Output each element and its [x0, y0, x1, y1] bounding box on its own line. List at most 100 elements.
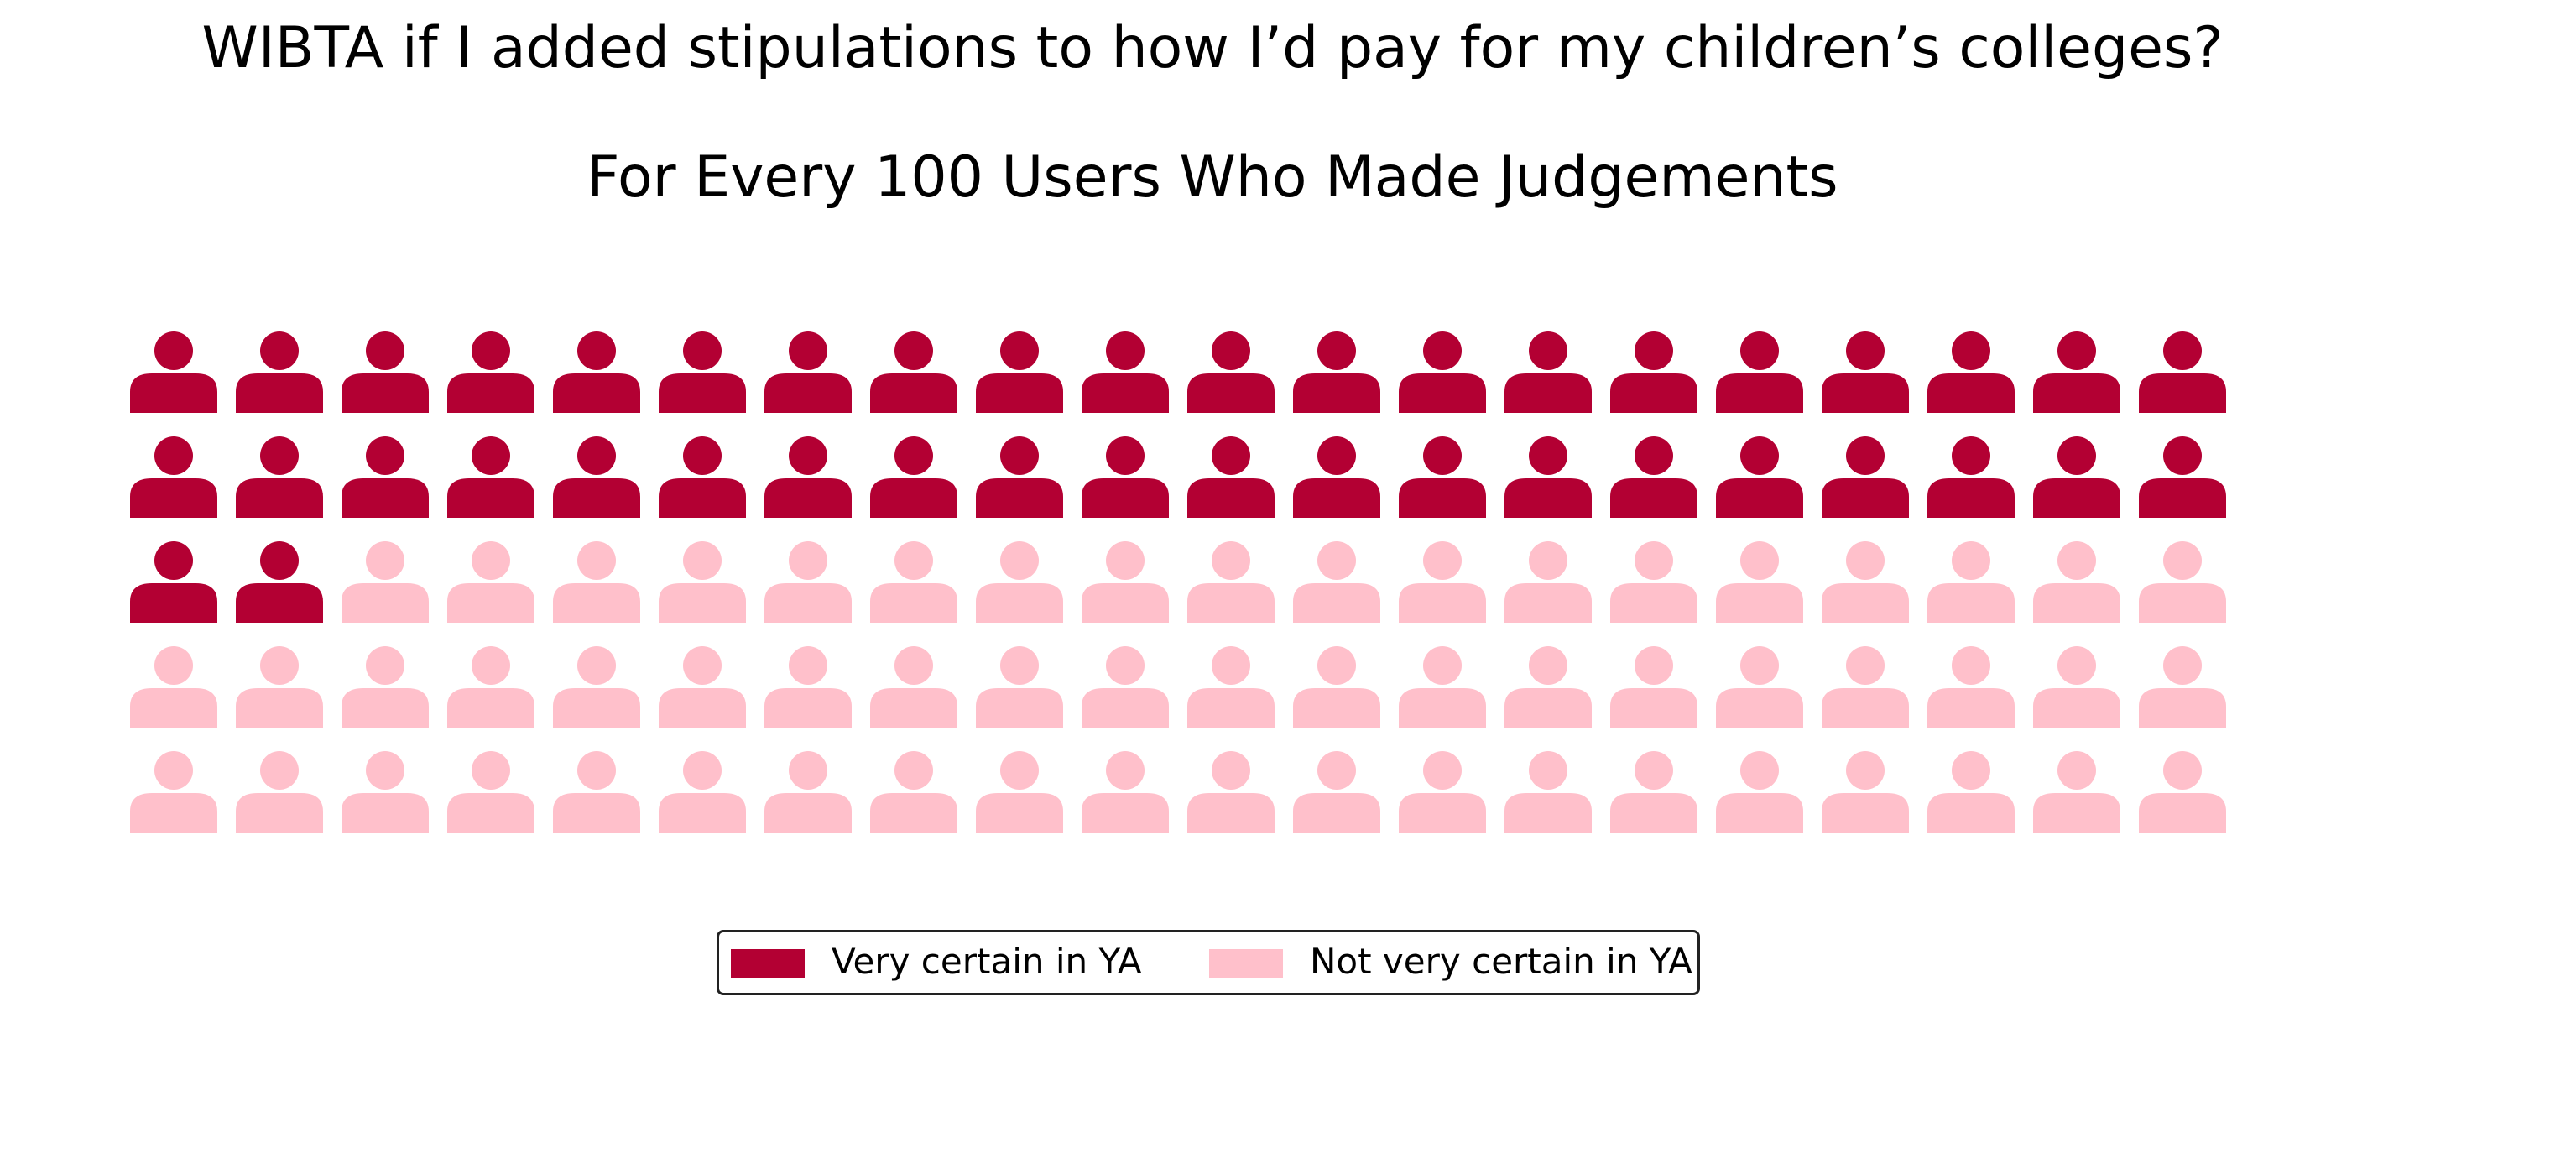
person-body [447, 793, 534, 833]
person-body [1716, 583, 1803, 623]
person-head [2057, 541, 2096, 580]
person-icon [764, 751, 852, 833]
person-body [1504, 583, 1592, 623]
person-icon [1293, 436, 1380, 518]
person-head [1740, 646, 1779, 685]
person-head [1000, 436, 1039, 475]
person-icon [1082, 751, 1169, 833]
person-head [1106, 436, 1145, 475]
person-head [1423, 751, 1462, 790]
person-head [577, 751, 616, 790]
person-head [1846, 436, 1885, 475]
person-head [366, 436, 404, 475]
person-body [1082, 373, 1169, 413]
person-icon [130, 751, 217, 833]
person-body [764, 688, 852, 728]
person-head [1635, 331, 1673, 370]
person-body [1293, 478, 1380, 518]
person-head [1106, 751, 1145, 790]
legend: Very certain in YA Not very certain in Y… [717, 930, 1700, 995]
person-body [1610, 583, 1697, 623]
person-icon [2139, 541, 2226, 623]
person-head [1212, 751, 1250, 790]
person-icon [553, 331, 640, 413]
person-icon [1187, 541, 1275, 623]
person-icon [870, 751, 957, 833]
person-head [260, 436, 299, 475]
person-body [1187, 373, 1275, 413]
person-body [1399, 478, 1486, 518]
person-body [1187, 583, 1275, 623]
person-head [1317, 331, 1356, 370]
person-body [976, 583, 1063, 623]
person-head [154, 541, 193, 580]
person-head [154, 751, 193, 790]
person-head [1952, 751, 1990, 790]
person-body [1293, 373, 1380, 413]
person-head [2163, 751, 2202, 790]
person-head [894, 541, 933, 580]
legend-swatch-not-very-certain [1209, 949, 1283, 978]
person-body [1504, 793, 1592, 833]
person-body [1822, 793, 1909, 833]
person-icon [1822, 646, 1909, 728]
person-body [236, 688, 323, 728]
person-icon [236, 541, 323, 623]
person-body [870, 373, 957, 413]
person-icon [342, 646, 429, 728]
person-head [2163, 646, 2202, 685]
person-icon [130, 646, 217, 728]
person-head [366, 751, 404, 790]
person-icon [1927, 646, 2015, 728]
legend-label-very-certain: Very certain in YA [832, 941, 1142, 982]
person-icon [1504, 751, 1592, 833]
person-body [1822, 373, 1909, 413]
person-icon [553, 646, 640, 728]
person-icon [1822, 751, 1909, 833]
person-head [683, 646, 722, 685]
person-head [2163, 331, 2202, 370]
person-head [1529, 331, 1567, 370]
person-icon [1822, 436, 1909, 518]
person-icon [2033, 646, 2120, 728]
person-head [1952, 436, 1990, 475]
person-head [894, 436, 933, 475]
person-head [894, 751, 933, 790]
person-icon [870, 436, 957, 518]
person-head [894, 331, 933, 370]
person-head [1423, 331, 1462, 370]
person-body [1293, 688, 1380, 728]
person-icon [1399, 541, 1486, 623]
person-icon [130, 436, 217, 518]
person-head [260, 541, 299, 580]
person-body [1822, 478, 1909, 518]
person-icon [2033, 331, 2120, 413]
person-body [1399, 373, 1486, 413]
person-icon [1293, 646, 1380, 728]
person-icon [1504, 331, 1592, 413]
person-icon [236, 436, 323, 518]
person-icon [1610, 751, 1697, 833]
person-icon [1822, 541, 1909, 623]
person-head [260, 331, 299, 370]
person-body [1082, 583, 1169, 623]
person-icon [342, 331, 429, 413]
person-icon [1504, 541, 1592, 623]
person-icon [976, 751, 1063, 833]
person-head [1000, 646, 1039, 685]
person-head [1317, 751, 1356, 790]
person-body [1610, 793, 1697, 833]
person-head [1635, 541, 1673, 580]
person-body [764, 583, 852, 623]
person-icon [1082, 646, 1169, 728]
person-head [577, 646, 616, 685]
person-icon [1927, 331, 2015, 413]
person-head [472, 436, 510, 475]
person-icon [1504, 646, 1592, 728]
person-icon [236, 331, 323, 413]
person-body [130, 478, 217, 518]
person-icon [659, 541, 746, 623]
person-icon [764, 331, 852, 413]
person-icon [764, 646, 852, 728]
person-icon [1293, 331, 1380, 413]
